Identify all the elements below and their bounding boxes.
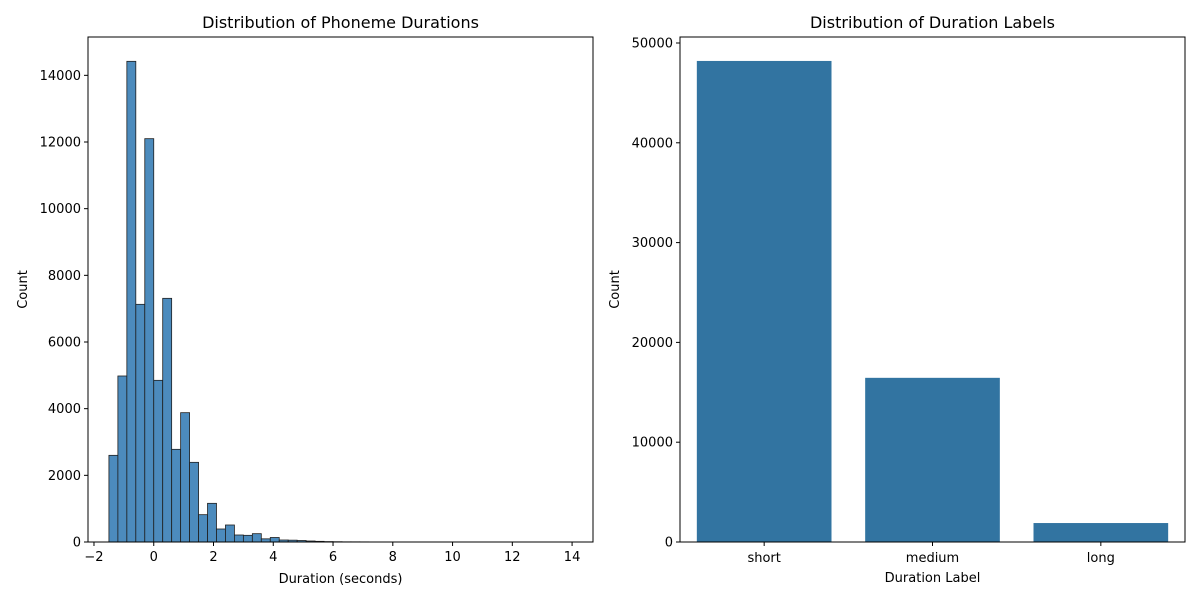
bar-chart-x-tick-label: long	[1087, 551, 1115, 566]
bar-chart-y-tick-label: 0	[665, 536, 673, 551]
histogram-x-tick-label: 14	[564, 550, 581, 565]
bar-chart-y-tick-label: 40000	[632, 136, 673, 151]
histogram-bar	[162, 297, 173, 543]
histogram-title: Distribution of Phoneme Durations	[202, 13, 479, 32]
histogram-y-tick-label: 12000	[40, 136, 81, 151]
histogram-bar	[180, 412, 190, 543]
histogram-y-tick-label: 14000	[40, 69, 81, 84]
bar-chart-x-tick-label: short	[747, 551, 780, 566]
histogram-y-tick-label: 6000	[48, 336, 81, 351]
bar-long	[1033, 523, 1169, 542]
bar-short	[696, 60, 832, 542]
bar-chart-y-tick-label: 20000	[632, 336, 673, 351]
bar-chart-plot-frame	[679, 36, 1186, 543]
histogram-x-ticks: −2 0 2 4 6 8 10 12 14	[84, 542, 580, 565]
histogram-bar	[198, 514, 208, 543]
histogram-bar	[126, 60, 137, 543]
histogram-bar	[216, 528, 226, 543]
bar-chart-x-ticks: short medium long	[747, 542, 1115, 566]
histogram-bar	[144, 138, 155, 543]
bar-chart-title: Distribution of Duration Labels	[810, 13, 1055, 32]
bar-chart-x-tick-label: medium	[906, 551, 959, 566]
bar-chart-y-ticks: 0 10000 20000 30000 40000 50000	[632, 36, 680, 551]
histogram-y-tick-label: 10000	[40, 202, 81, 217]
histogram-bar	[269, 537, 280, 543]
histogram-x-tick-label: 12	[504, 550, 521, 565]
bar-chart-x-axis-label: Duration Label	[885, 571, 981, 586]
histogram-bar	[117, 375, 128, 543]
histogram-y-ticks: 0 2000 4000 6000 8000 10000 12000 14000	[40, 69, 88, 551]
histogram-y-tick-label: 4000	[48, 402, 81, 417]
bar-chart-y-tick-label: 10000	[632, 436, 673, 451]
histogram-x-tick-label: 2	[209, 550, 217, 565]
bar-chart-y-tick-label: 50000	[632, 36, 673, 51]
histogram-y-tick-label: 8000	[48, 269, 81, 284]
histogram-y-axis-label: Count	[16, 270, 31, 309]
histogram-y-tick-label: 0	[73, 536, 81, 551]
histogram-y-tick-label: 2000	[48, 469, 81, 484]
histogram-x-axis-label: Duration (seconds)	[279, 572, 403, 587]
histogram-bar	[225, 524, 235, 543]
histogram-bar	[234, 534, 244, 543]
duration-label-chart: Distribution of Duration Labels Duration…	[608, 13, 1186, 586]
histogram-chart: Distribution of Phoneme Durations Durati…	[16, 13, 594, 587]
bar-chart-bars	[696, 60, 1169, 542]
histogram-x-tick-label: 8	[389, 550, 397, 565]
histogram-bar	[135, 303, 146, 543]
bar-chart-y-axis-label: Count	[608, 270, 623, 309]
histogram-bar	[251, 533, 262, 543]
histogram-x-tick-label: −2	[84, 550, 103, 565]
bar-chart-y-tick-label: 30000	[632, 236, 673, 251]
histogram-bar	[171, 448, 182, 543]
histogram-bar	[153, 379, 164, 543]
histogram-bar	[242, 534, 253, 543]
histogram-bar	[189, 461, 199, 543]
histogram-x-tick-label: 6	[329, 550, 337, 565]
histogram-plot-frame	[87, 36, 594, 543]
histogram-bar	[108, 454, 119, 543]
histogram-bar	[207, 502, 217, 543]
histogram-x-tick-label: 0	[150, 550, 158, 565]
bar-medium	[865, 377, 1000, 542]
histogram-x-tick-label: 4	[269, 550, 277, 565]
histogram-x-tick-label: 10	[444, 550, 461, 565]
